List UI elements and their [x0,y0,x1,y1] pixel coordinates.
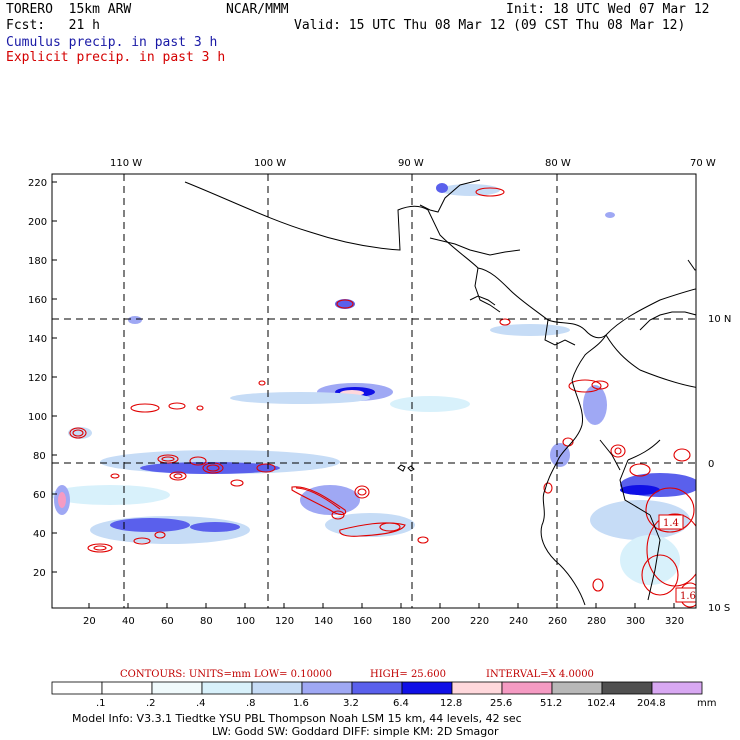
model-info: Model Info: V3.3.1 Tiedtke YSU PBL Thomp… [72,712,522,725]
y-tick-label: 80 [33,451,46,462]
lon-label-90w: 90 W [398,158,424,169]
y-tick-label: 60 [33,490,46,501]
legend-label: .2 [146,698,156,709]
y-tick-label: 20 [33,568,46,579]
x-tick-label: 200 [431,616,450,627]
x-tick-label: 320 [665,616,684,627]
y-tick-label: 120 [28,373,47,384]
valid-time: Valid: 15 UTC Thu 08 Mar 12 (09 CST Thu … [294,18,686,33]
y-tick-marks [52,181,57,573]
x-tick-label: 180 [392,616,411,627]
x-tick-marks [88,603,675,608]
legend-swatch [101,681,153,695]
legend-swatch [651,681,703,695]
y-tick-label: 220 [28,178,47,189]
lat-label-10s: 10 S [708,603,730,614]
contour-high: HIGH= 25.600 [370,669,446,680]
x-tick-label: 140 [314,616,333,627]
x-tick-label: 120 [275,616,294,627]
x-tick-label: 100 [236,616,255,627]
lon-label-110w: 110 W [110,158,142,169]
contour-interval: INTERVAL=X 4.0000 [486,669,594,680]
x-tick-label: 60 [161,616,174,627]
legend-label: .4 [196,698,206,709]
x-tick-label: 80 [200,616,213,627]
y-tick-label: 180 [28,256,47,267]
contour-label-2: 1.6 [680,591,696,602]
legend-swatch [551,681,603,695]
legend-swatch [201,681,253,695]
y-tick-labels: 220 200 180 160 140 120 100 80 60 40 20 [28,178,47,579]
explicit-legend: Explicit precip. in past 3 h [6,50,226,65]
contour-label-1: 1.4 [663,518,679,529]
org-label: NCAR/MMM [226,2,289,17]
legend-label: 6.4 [393,698,409,709]
legend-label: .8 [246,698,256,709]
legend-unit: mm [697,698,716,709]
y-tick-label: 100 [28,412,47,423]
x-tick-label: 20 [83,616,96,627]
forecast-hour: Fcst: 21 h [6,18,100,33]
x-tick-label: 220 [470,616,489,627]
y-tick-label: 160 [28,295,47,306]
cumulus-legend: Cumulus precip. in past 3 h [6,35,218,50]
lon-label-80w: 80 W [545,158,571,169]
y-tick-label: 200 [28,217,47,228]
x-tick-label: 40 [122,616,135,627]
color-legend-bar [51,681,703,695]
legend-swatch [401,681,453,695]
lat-lon-grid [52,174,696,608]
legend-label: .1 [96,698,106,709]
lat-label-10n: 10 N [708,314,731,325]
coastlines [184,179,696,606]
lat-label-0: 0 [708,459,714,470]
legend-label: 25.6 [490,698,512,709]
plot-area: 1.4 1.6 [52,174,696,608]
cumulus-precip [52,183,696,585]
init-time: Init: 18 UTC Wed 07 Mar 12 [506,2,710,17]
legend-label: 3.2 [343,698,359,709]
legend-swatch [251,681,303,695]
lon-label-100w: 100 W [254,158,286,169]
legend-swatch [151,681,203,695]
physics-info: LW: Godd SW: Goddard DIFF: simple KM: 2D… [212,725,499,738]
plot-frame [51,173,697,609]
x-tick-label: 240 [509,616,528,627]
x-tick-label: 280 [587,616,606,627]
legend-label: 12.8 [440,698,462,709]
color-legend-labels: .1 .2 .4 .8 1.6 3.2 6.4 12.8 25.6 51.2 102.4 204.8 [96,698,666,709]
model-title: TORERO 15km ARW [6,2,132,17]
x-tick-label: 260 [548,616,567,627]
x-tick-label: 160 [353,616,372,627]
legend-label: 102.4 [587,698,616,709]
y-tick-label: 140 [28,334,47,345]
legend-swatch [51,681,103,695]
legend-swatch [451,681,503,695]
lon-label-70w: 70 W [690,158,716,169]
legend-swatch [601,681,653,695]
legend-label: 204.8 [637,698,666,709]
legend-swatch [351,681,403,695]
legend-swatch [301,681,353,695]
legend-swatch [501,681,553,695]
x-tick-label: 300 [626,616,645,627]
legend-label: 51.2 [540,698,562,709]
explicit-precip-contours [69,187,696,608]
y-tick-label: 40 [33,529,46,540]
legend-label: 1.6 [293,698,309,709]
contour-units: CONTOURS: UNITS=mm LOW= 0.10000 [120,669,332,680]
x-tick-labels: 20 40 60 80 100 120 140 160 180 200 220 … [83,616,684,627]
